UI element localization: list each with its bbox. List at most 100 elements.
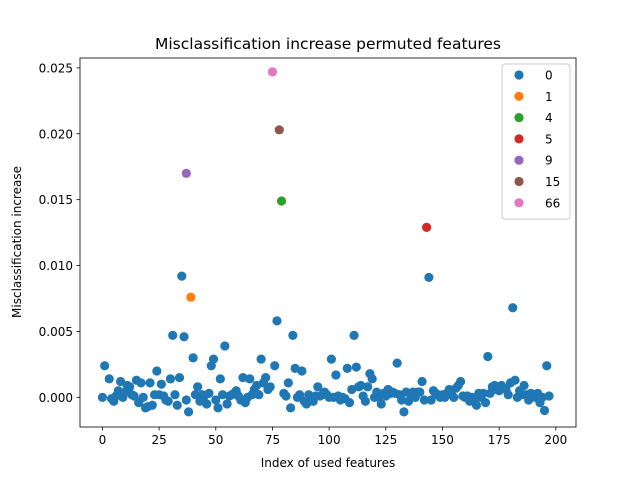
data-point [415,387,425,397]
x-tick-label: 25 [151,433,166,447]
data-point [179,332,189,342]
data-point [326,354,336,364]
data-point [360,396,370,406]
data-point [170,390,180,400]
x-tick-label: 175 [488,433,511,447]
data-point [256,354,266,364]
data-point [174,372,185,383]
data-point [168,330,178,341]
y-tick-label: 0.025 [39,61,73,75]
data-point [356,380,366,391]
chart-title: Misclassification increase permuted feat… [155,35,501,53]
x-tick-label: 100 [318,433,341,447]
y-tick-label: 0.020 [39,127,73,141]
data-point [480,398,491,408]
data-point [426,395,436,405]
data-point [483,351,493,362]
data-point [417,376,427,387]
data-point [503,390,513,400]
data-point [544,391,554,401]
data-point [165,374,176,384]
data-point [397,395,407,405]
points-layer [97,67,554,417]
series-5 [422,222,432,232]
data-point [331,370,341,380]
data-point [376,399,386,409]
x-tick-label: 150 [431,433,454,447]
data-point [281,391,291,401]
legend-marker [514,155,524,165]
data-point [193,382,203,392]
series-1 [186,292,196,302]
data-point [204,388,214,398]
data-point [261,372,271,383]
data-point [270,361,280,371]
legend-marker [514,70,524,80]
data-point [113,386,123,396]
data-point [288,330,298,341]
data-point [186,292,196,302]
data-point [145,378,155,388]
legend-label: 1 [545,90,553,104]
legend-label: 5 [545,132,553,146]
y-tick-label: 0.005 [39,325,73,339]
data-point [537,392,547,402]
data-point [392,358,402,368]
data-point [97,392,108,402]
data-point [424,272,434,283]
data-point [220,341,230,351]
y-tick-label: 0.015 [39,193,73,207]
data-point [399,407,409,417]
data-point [254,390,264,400]
data-point [542,361,552,371]
x-axis-label: Index of used features [261,456,395,470]
x-tick-label: 50 [208,433,223,447]
data-point [313,382,323,392]
axes-layer: 0 25 50 75 100 125 150 175 2000.0000.0050.0100.0… [39,57,577,447]
data-point [188,353,198,363]
legend-label: 15 [545,175,560,189]
data-point [519,380,529,391]
data-point [215,374,225,384]
data-point [213,403,223,413]
data-point [510,375,520,385]
legend-marker [514,198,524,208]
data-point [245,374,255,384]
data-point [181,168,191,178]
data-point [508,303,518,313]
data-point [419,395,429,405]
data-point [367,374,377,384]
series-66 [267,67,278,77]
series-9 [181,168,191,178]
data-point [276,196,287,206]
data-point [217,390,228,400]
legend-marker [514,134,524,144]
x-tick-label: 200 [544,433,567,447]
series-4 [276,196,287,206]
y-tick-label: 0.000 [39,391,73,405]
series-15 [274,125,284,135]
data-point [183,407,194,417]
data-point [152,366,162,376]
data-point [177,271,187,281]
legend: 0 1 4 5 9 15 66 [501,63,571,220]
legend-label: 0 [545,69,553,83]
data-point [222,399,232,409]
data-point [449,392,459,402]
legend-marker [514,91,524,101]
data-point [344,398,355,408]
data-point [190,390,200,400]
data-point [136,378,146,388]
data-point [478,388,488,398]
data-point [342,363,352,373]
data-point [351,362,361,372]
data-point [471,400,482,410]
legend-marker [514,113,524,123]
data-point [286,403,296,413]
data-point [202,399,212,409]
data-point [539,405,550,416]
data-point [456,376,466,387]
data-point [272,316,282,326]
legend-label: 4 [545,111,553,125]
data-point [297,366,307,376]
